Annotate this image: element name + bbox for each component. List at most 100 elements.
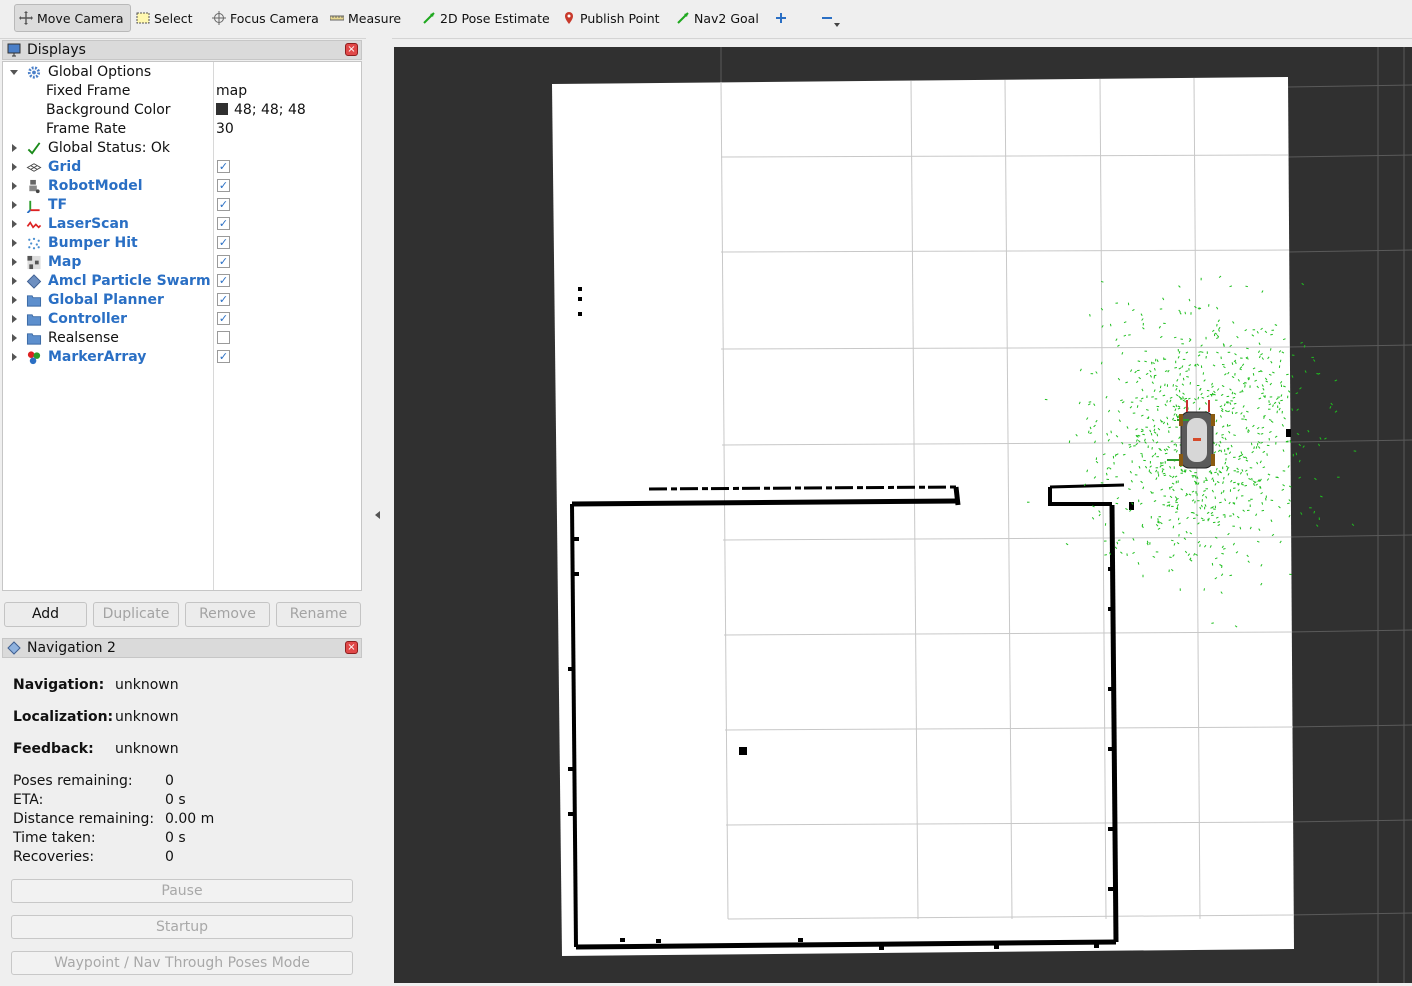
display-checkbox-realsense[interactable] bbox=[217, 331, 230, 344]
particle bbox=[1208, 517, 1210, 521]
focus-camera-tool[interactable]: Focus Camera bbox=[208, 4, 323, 32]
particle bbox=[1203, 588, 1205, 591]
expand-arrow-icon[interactable] bbox=[12, 296, 17, 304]
background-color-field[interactable]: 48; 48; 48 bbox=[216, 102, 306, 118]
tree-row-grid[interactable]: Grid ✓ bbox=[3, 158, 361, 177]
tree-row-global-planner[interactable]: Global Planner ✓ bbox=[3, 291, 361, 310]
display-checkbox-bumper-hit[interactable]: ✓ bbox=[217, 236, 230, 249]
particle bbox=[1229, 344, 1233, 348]
tree-row-markerarray[interactable]: MarkerArray ✓ bbox=[3, 348, 361, 367]
display-checkbox-grid[interactable]: ✓ bbox=[217, 160, 230, 173]
tree-row-frame-rate[interactable]: Frame Rate 30 bbox=[3, 120, 361, 139]
particle bbox=[1231, 362, 1234, 365]
expand-arrow-icon[interactable] bbox=[10, 70, 18, 75]
particle bbox=[1191, 490, 1195, 493]
expand-arrow-icon[interactable] bbox=[12, 201, 17, 209]
remove-tool-button[interactable] bbox=[816, 4, 844, 32]
publish-point-tool[interactable]: Publish Point bbox=[558, 4, 664, 32]
particle bbox=[1218, 444, 1221, 447]
particle bbox=[1288, 485, 1292, 488]
particle bbox=[1252, 424, 1255, 428]
particle bbox=[1152, 418, 1155, 422]
particle bbox=[1154, 452, 1157, 456]
particle bbox=[1173, 449, 1177, 451]
particle bbox=[1242, 509, 1245, 512]
tree-row-global-status[interactable]: Global Status: Ok bbox=[3, 139, 361, 158]
particle bbox=[1245, 459, 1249, 462]
add-display-button[interactable]: Add bbox=[4, 602, 87, 627]
expand-arrow-icon[interactable] bbox=[12, 239, 17, 247]
select-tool[interactable]: Select bbox=[132, 4, 197, 32]
tree-row-tf[interactable]: TF ✓ bbox=[3, 196, 361, 215]
expand-arrow-icon[interactable] bbox=[12, 163, 17, 171]
close-navigation-button[interactable]: × bbox=[345, 641, 358, 654]
display-checkbox-markerarray[interactable]: ✓ bbox=[217, 350, 230, 363]
display-checkbox-controller[interactable]: ✓ bbox=[217, 312, 230, 325]
particle bbox=[1298, 443, 1301, 447]
tree-row-robotmodel[interactable]: RobotModel ✓ bbox=[3, 177, 361, 196]
add-tool-button[interactable] bbox=[770, 4, 792, 32]
duplicate-display-button[interactable]: Duplicate bbox=[93, 602, 179, 627]
move-camera-tool[interactable]: Move Camera bbox=[14, 4, 131, 32]
particle bbox=[1266, 478, 1270, 481]
fixed-frame-value[interactable]: map bbox=[216, 83, 248, 99]
tree-row-realsense[interactable]: Realsense bbox=[3, 329, 361, 348]
expand-arrow-icon[interactable] bbox=[12, 277, 17, 285]
remove-display-button[interactable]: Remove bbox=[185, 602, 270, 627]
startup-button[interactable]: Startup bbox=[11, 915, 353, 939]
expand-arrow-icon[interactable] bbox=[12, 220, 17, 228]
color-swatch[interactable] bbox=[216, 103, 228, 115]
tree-row-map[interactable]: Map ✓ bbox=[3, 253, 361, 272]
nav2-goal-tool[interactable]: Nav2 Goal bbox=[672, 4, 763, 32]
column-divider[interactable] bbox=[213, 62, 214, 590]
render-viewport[interactable] bbox=[394, 47, 1412, 983]
tree-row-laserscan[interactable]: LaserScan ✓ bbox=[3, 215, 361, 234]
particle bbox=[1195, 553, 1198, 556]
particle bbox=[1222, 548, 1226, 550]
display-checkbox-tf[interactable]: ✓ bbox=[217, 198, 230, 211]
expand-arrow-icon[interactable] bbox=[12, 144, 17, 152]
viewport-canvas[interactable] bbox=[394, 47, 1412, 983]
display-checkbox-amcl-particle-swarm[interactable]: ✓ bbox=[217, 274, 230, 287]
particle bbox=[1240, 453, 1244, 457]
tree-row-fixed-frame[interactable]: Fixed Frame map bbox=[3, 82, 361, 101]
tree-row-controller[interactable]: Controller ✓ bbox=[3, 310, 361, 329]
particle bbox=[1139, 400, 1143, 402]
particle bbox=[1144, 438, 1146, 442]
map-obstacles bbox=[568, 287, 1291, 950]
particle bbox=[1137, 434, 1141, 437]
expand-arrow-icon[interactable] bbox=[12, 334, 17, 342]
particle bbox=[1256, 385, 1259, 389]
expand-arrow-icon[interactable] bbox=[12, 353, 17, 361]
particle bbox=[1316, 524, 1319, 527]
display-checkbox-laserscan[interactable]: ✓ bbox=[217, 217, 230, 230]
measure-tool[interactable]: Measure bbox=[326, 4, 405, 32]
tree-row-global-options[interactable]: Global Options bbox=[3, 63, 361, 82]
expand-arrow-icon[interactable] bbox=[12, 315, 17, 323]
pose-estimate-tool[interactable]: 2D Pose Estimate bbox=[418, 4, 554, 32]
close-displays-button[interactable]: × bbox=[345, 43, 358, 56]
particle bbox=[1252, 480, 1256, 483]
display-checkbox-robotmodel[interactable]: ✓ bbox=[217, 179, 230, 192]
particle bbox=[1221, 552, 1224, 555]
waypoint-mode-button[interactable]: Waypoint / Nav Through Poses Mode bbox=[11, 951, 353, 975]
particle bbox=[1206, 389, 1210, 392]
chevron-down-icon bbox=[834, 23, 840, 27]
display-checkbox-map[interactable]: ✓ bbox=[217, 255, 230, 268]
tree-row-background-color[interactable]: Background Color 48; 48; 48 bbox=[3, 101, 361, 120]
expand-arrow-icon[interactable] bbox=[12, 258, 17, 266]
particle bbox=[1100, 361, 1103, 365]
particle bbox=[1178, 522, 1181, 525]
frame-rate-value[interactable]: 30 bbox=[216, 121, 234, 137]
tree-row-bumper-hit[interactable]: Bumper Hit ✓ bbox=[3, 234, 361, 253]
pause-button[interactable]: Pause bbox=[11, 879, 353, 903]
expand-arrow-icon[interactable] bbox=[12, 182, 17, 190]
rename-display-button[interactable]: Rename bbox=[276, 602, 361, 627]
particle bbox=[1174, 475, 1178, 478]
particle bbox=[1159, 385, 1162, 389]
display-checkbox-global-planner[interactable]: ✓ bbox=[217, 293, 230, 306]
tree-row-amcl-particle-swarm[interactable]: Amcl Particle Swarm ✓ bbox=[3, 272, 361, 291]
particle bbox=[1211, 329, 1215, 332]
distance-remaining-label: Distance remaining: bbox=[13, 811, 155, 827]
collapse-arrow-icon[interactable] bbox=[375, 511, 380, 519]
